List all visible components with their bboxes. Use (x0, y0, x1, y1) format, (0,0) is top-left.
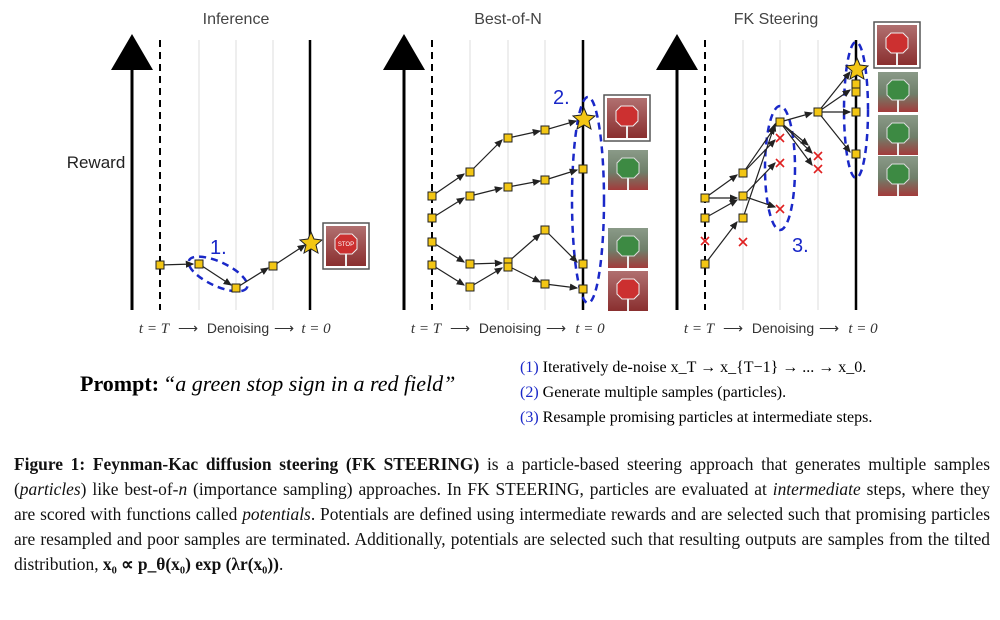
image-sign-text: STOP (338, 242, 354, 248)
output-image-thumbnail (877, 114, 919, 156)
axis-start-label: t = T (139, 321, 171, 337)
legend-num-2: (2) (520, 384, 539, 401)
axis-end-label: t = 0 (575, 321, 605, 337)
best-sample-star-icon (298, 230, 324, 255)
caption-label: Figure 1: (14, 454, 86, 474)
output-image-thumbnail (607, 149, 649, 191)
caption-p1: is a particle-based steering approach th… (14, 454, 990, 499)
output-image-thumbnail (607, 227, 649, 269)
svg-text:(2)Generate multiple samples (: (2) Generate multiple samples (particles)… (520, 384, 786, 401)
prompt-line: Prompt: “a green stop sign in a red field… (80, 371, 455, 396)
axis-mid-label: Denoising (752, 320, 814, 336)
legend-num-3: (3) (520, 409, 539, 426)
axis-end-label: t = 0 (848, 321, 878, 337)
figure-diagram: Inference Best-of-N FK Steering Reward 1… (67, 11, 921, 426)
panel-best-of-n: 2. (383, 34, 651, 337)
best-sample-star-icon (571, 106, 597, 131)
caption-p7: . (278, 554, 284, 574)
caption-p2: ) like best-of- (80, 479, 179, 499)
caption-p5-it: potentials (242, 504, 311, 524)
step-label-1: 1. (210, 237, 227, 259)
panel-title-fk-steering: FK Steering (734, 11, 818, 28)
output-image-thumbnail: STOP (322, 222, 370, 270)
output-image-thumbnail (877, 71, 919, 113)
panel-inference: 1. STOP t = T ⟶ Denoising ⟶ t = 0 (111, 34, 370, 337)
axis-arrow-2: ⟶ (274, 322, 294, 337)
caption-p2-it: n (178, 479, 188, 499)
caption-p4: , particles are evaluated at (579, 479, 773, 499)
axis-arrow-2: ⟶ (546, 322, 566, 337)
axis-arrow-1: ⟶ (178, 322, 198, 337)
svg-text:(1)Iteratively de-noise x_T →: (1) Iteratively de-noise x_T → x_{T−1} → … (520, 359, 866, 376)
axis-mid-label: Denoising (479, 320, 541, 336)
prompt-label: Prompt (80, 371, 152, 396)
output-image-thumbnail (607, 270, 649, 312)
panel-title-inference: Inference (203, 11, 270, 28)
output-image-thumbnail (603, 94, 651, 142)
axis-end-label: t = 0 (301, 321, 331, 337)
axis-arrow-1: ⟶ (450, 322, 470, 337)
output-image-thumbnail (877, 155, 919, 197)
caption-p5: steps, where they are scored with functi… (14, 479, 990, 524)
legend-text-1: Iteratively de-noise x_T → x_{T−1} → ...… (543, 359, 867, 376)
figure-caption: Figure 1: Feynman-Kac diffusion steering… (14, 452, 990, 577)
legend-num-1: (1) (520, 359, 539, 376)
axis-arrow-1: ⟶ (723, 322, 743, 337)
caption-title: Feynman-Kac diffusion steering ( (92, 454, 352, 474)
terminated-particles (700, 133, 823, 247)
caption-p6: . Potentials are defined using intermedi… (14, 504, 990, 574)
axis-start-label: t = T (411, 321, 443, 337)
legend-text-2: Generate multiple samples (particles). (543, 384, 786, 401)
legend-text-3: Resample promising particles at intermed… (543, 409, 873, 426)
caption-title-sc: FK STEERING (351, 454, 474, 474)
caption-p3-sc: FK STEERING (467, 479, 580, 499)
caption-p1-it: particles (19, 479, 81, 499)
prompt-text: “a green stop sign in a red field” (163, 371, 455, 396)
axis-mid-label: Denoising (207, 320, 269, 336)
caption-formula: x₀ ∝ p_θ(x₀) exp (λr(x₀)) (102, 554, 279, 574)
svg-text:(3)Resample promising particle: (3) Resample promising particles at inter… (520, 409, 872, 426)
caption-title-end: ) (473, 454, 480, 474)
step-label-3: 3. (792, 235, 809, 257)
caption-p4-it: intermediate (772, 479, 861, 499)
output-image-thumbnail (873, 21, 921, 69)
legend: (1) Iteratively de-noise x_T → x_{T−1} → … (520, 359, 872, 426)
reward-label: Reward (67, 153, 126, 172)
panel-fk-steering: 3. (656, 21, 921, 337)
panel-title-best-of-n: Best-of-N (474, 11, 542, 28)
caption-p3: (importance sampling) approaches. In (187, 479, 468, 499)
axis-start-label: t = T (684, 321, 716, 337)
best-sample-star-icon (844, 56, 870, 81)
axis-arrow-2: ⟶ (819, 322, 839, 337)
step-label-2: 2. (553, 87, 570, 109)
